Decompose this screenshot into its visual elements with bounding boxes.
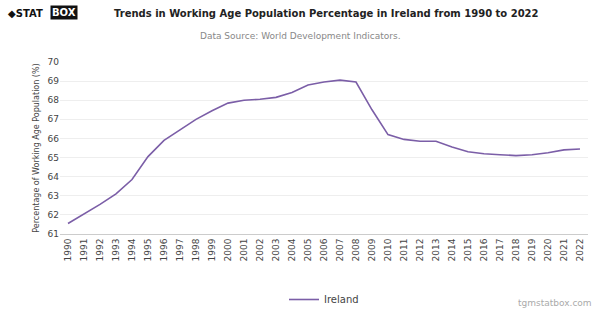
svg-text:Data Source: World Development: Data Source: World Development Indicator…: [200, 31, 401, 41]
svg-text:2001: 2001: [239, 239, 249, 262]
svg-text:2021: 2021: [559, 239, 569, 262]
svg-text:2012: 2012: [415, 239, 425, 262]
svg-text:1994: 1994: [127, 238, 137, 261]
svg-text:1998: 1998: [191, 238, 201, 261]
svg-text:2007: 2007: [335, 239, 345, 262]
svg-text:Percentage of Working Age Popu: Percentage of Working Age Population (%): [32, 63, 41, 232]
svg-text:2016: 2016: [479, 238, 489, 261]
svg-text:2010: 2010: [383, 238, 393, 261]
svg-text:2003: 2003: [271, 239, 281, 262]
svg-text:2011: 2011: [399, 239, 409, 262]
svg-text:66: 66: [48, 134, 60, 144]
svg-text:61: 61: [48, 229, 59, 239]
svg-text:2020: 2020: [543, 238, 553, 261]
svg-text:69: 69: [48, 76, 60, 86]
svg-text:2008: 2008: [351, 238, 361, 261]
svg-text:BOX: BOX: [52, 7, 76, 18]
svg-text:2013: 2013: [431, 239, 441, 262]
svg-text:70: 70: [48, 57, 60, 67]
svg-text:2005: 2005: [303, 239, 313, 262]
svg-text:64: 64: [48, 172, 60, 182]
svg-text:2004: 2004: [287, 238, 297, 261]
svg-text:67: 67: [48, 114, 59, 124]
svg-text:2017: 2017: [495, 239, 505, 262]
svg-text:Trends in Working Age Populati: Trends in Working Age Population Percent…: [114, 8, 539, 19]
svg-text:2019: 2019: [527, 238, 537, 261]
svg-text:68: 68: [48, 95, 60, 105]
svg-text:1999: 1999: [207, 238, 217, 261]
svg-text:62: 62: [48, 210, 59, 220]
svg-text:2018: 2018: [511, 238, 521, 261]
svg-text:tgmstatbox.com: tgmstatbox.com: [518, 298, 592, 308]
svg-text:◆STAT: ◆STAT: [8, 8, 43, 19]
svg-text:2015: 2015: [463, 239, 473, 262]
svg-text:Ireland: Ireland: [324, 294, 359, 305]
svg-text:2006: 2006: [319, 238, 329, 261]
svg-text:1993: 1993: [111, 239, 121, 262]
svg-text:65: 65: [48, 153, 59, 163]
svg-text:2022: 2022: [575, 239, 585, 262]
svg-text:63: 63: [48, 191, 59, 201]
svg-text:1997: 1997: [175, 239, 185, 262]
svg-text:1991: 1991: [79, 239, 89, 262]
svg-text:1992: 1992: [95, 239, 105, 262]
svg-text:2002: 2002: [255, 239, 265, 262]
svg-text:1996: 1996: [159, 238, 169, 261]
svg-text:1995: 1995: [143, 239, 153, 262]
svg-text:2014: 2014: [447, 238, 457, 261]
svg-text:1990: 1990: [63, 238, 73, 261]
svg-text:2000: 2000: [223, 238, 233, 261]
svg-text:2009: 2009: [367, 238, 377, 261]
